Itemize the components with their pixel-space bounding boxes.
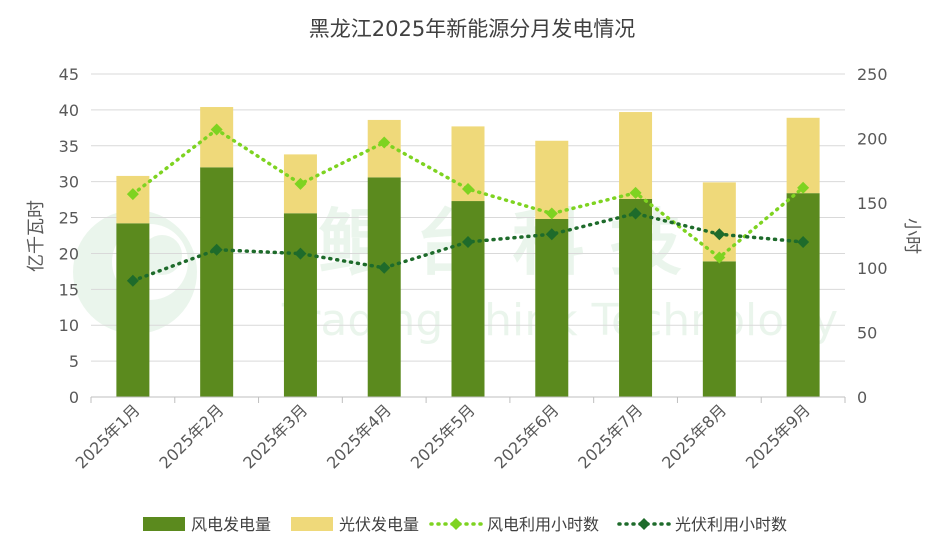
- y-right-tick-label: 0: [857, 388, 867, 407]
- marker-wind-hours: [629, 186, 642, 199]
- line-wind-hours: [131, 127, 805, 260]
- legend-label: 光伏发电量: [339, 515, 419, 534]
- y-left-tick-label: 15: [59, 280, 79, 299]
- y-right-tick-label: 50: [857, 323, 877, 342]
- bar-solar: [786, 117, 820, 194]
- y-right-tick-label: 150: [857, 194, 888, 213]
- y-left-tick-label: 5: [69, 352, 79, 371]
- legend-marker: [638, 518, 650, 530]
- y-left-axis-title: 亿千瓦时: [26, 200, 47, 272]
- bars: [116, 107, 820, 397]
- legend-label: 风电利用小时数: [487, 515, 599, 534]
- marker-solar-hours: [462, 235, 474, 248]
- marker-solar-hours: [210, 243, 223, 256]
- marker-wind-hours: [462, 182, 474, 195]
- y-right-axis-title: 小时: [901, 218, 922, 254]
- marker-wind-hours: [378, 136, 391, 149]
- x-tick-label: 2025年9月: [742, 400, 814, 472]
- x-tick-label: 2025年7月: [574, 400, 646, 472]
- y-right-tick-label: 250: [857, 65, 888, 84]
- series-lines: [126, 123, 810, 287]
- y-left-tick-label: 45: [59, 65, 79, 84]
- y-left-tick-label: 35: [59, 137, 79, 156]
- y-left-tick-label: 20: [59, 244, 79, 263]
- x-tick-label: 2025年5月: [407, 400, 479, 472]
- y-left-tick-label: 10: [59, 316, 79, 335]
- bar-wind: [619, 198, 653, 397]
- bar-solar: [619, 112, 653, 199]
- x-tick-label: 2025年3月: [239, 400, 311, 472]
- y-left-tick-label: 25: [59, 209, 79, 228]
- marker-wind-hours: [797, 181, 810, 194]
- marker-wind-hours: [126, 188, 139, 201]
- bar-solar: [535, 140, 569, 219]
- marker-solar-hours: [545, 228, 558, 241]
- bar-wind: [283, 213, 317, 397]
- marker-solar-hours: [294, 247, 307, 260]
- y-left-tick-label: 40: [59, 101, 79, 120]
- marker-solar-hours: [378, 261, 391, 274]
- x-tick-label: 2025年1月: [72, 400, 144, 472]
- y-left-tick-label: 0: [69, 388, 79, 407]
- legend: 风电发电量 光伏发电量 风电利用小时数 光伏利用小时数: [143, 515, 787, 534]
- legend-swatch: [291, 517, 333, 531]
- bar-wind: [702, 261, 736, 397]
- marker-wind-hours: [210, 123, 223, 136]
- legend-marker: [450, 518, 462, 530]
- x-tick-label: 2025年4月: [323, 400, 395, 472]
- marker-solar-hours: [797, 235, 810, 248]
- x-tick-label: 2025年6月: [491, 400, 563, 472]
- chart-title: 黑龙江2025年新能源分月发电情况: [309, 17, 635, 41]
- x-tick-label: 2025年8月: [658, 400, 730, 472]
- bar-wind: [535, 218, 569, 397]
- marker-solar-hours: [126, 274, 139, 287]
- line-solar-hours: [131, 211, 805, 283]
- bar-wind: [116, 223, 150, 397]
- marker-wind-hours: [545, 207, 558, 220]
- bar-wind: [451, 201, 485, 397]
- y-left-tick-label: 30: [59, 173, 79, 192]
- marker-wind-hours: [713, 251, 726, 264]
- bar-wind: [367, 177, 401, 397]
- y-right-tick-label: 200: [857, 130, 888, 149]
- legend-swatch: [143, 517, 185, 531]
- marker-wind-hours: [294, 177, 307, 190]
- legend-label: 光伏利用小时数: [675, 515, 787, 534]
- bar-wind: [786, 193, 820, 397]
- legend-label: 风电发电量: [191, 515, 271, 534]
- x-tick-label: 2025年2月: [155, 400, 227, 472]
- y-right-tick-label: 100: [857, 259, 888, 278]
- bar-wind: [200, 167, 234, 397]
- marker-solar-hours: [629, 207, 642, 220]
- marker-solar-hours: [713, 228, 726, 241]
